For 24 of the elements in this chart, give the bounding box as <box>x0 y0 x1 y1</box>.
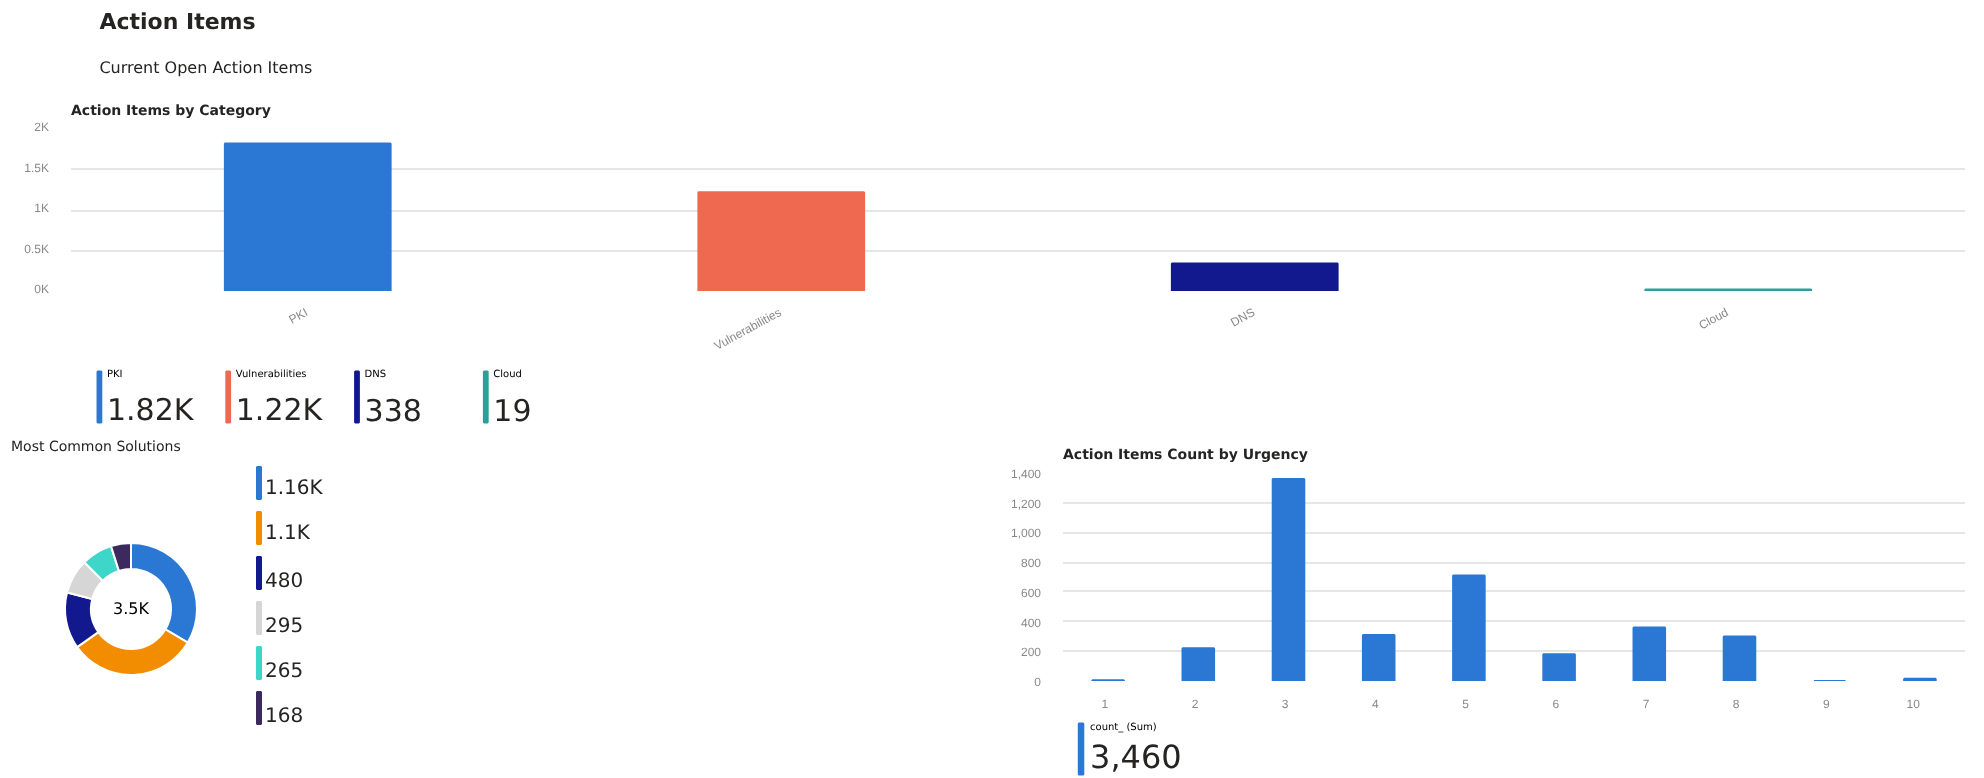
text: 168 <box>265 706 304 728</box>
text: 1.22K <box>235 391 325 428</box>
text: 3.5K <box>113 600 151 618</box>
bar <box>697 191 866 291</box>
text: 3,460 <box>1090 738 1182 777</box>
bar <box>1542 653 1576 681</box>
bar <box>1361 633 1396 681</box>
text: 1.1K <box>265 523 311 545</box>
text: 265 <box>265 661 304 683</box>
bar <box>1722 635 1757 681</box>
bar <box>1452 574 1486 681</box>
text: 1.16K <box>265 478 324 500</box>
bar <box>1271 477 1306 681</box>
text: 480 <box>265 571 304 593</box>
text: 338 <box>364 392 422 429</box>
text: Current Open Action Items <box>99 59 313 78</box>
text: 1.82K <box>106 391 196 428</box>
bar <box>223 142 392 291</box>
bar <box>1181 647 1216 681</box>
text: 19 <box>493 392 532 429</box>
text: Action Items <box>99 9 257 35</box>
bar <box>1170 262 1339 291</box>
bar <box>1632 626 1667 681</box>
text: 295 <box>265 616 304 638</box>
